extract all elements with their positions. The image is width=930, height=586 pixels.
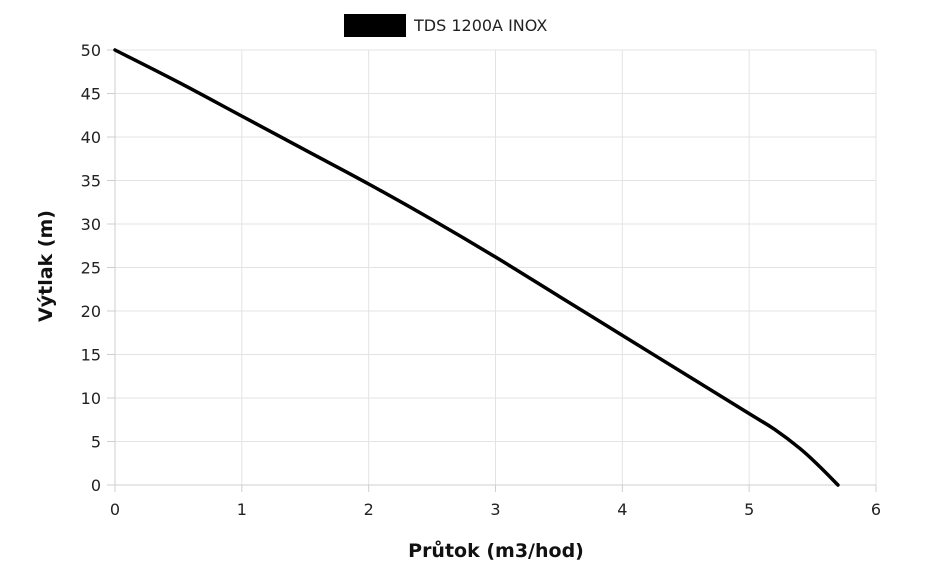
legend-swatch <box>344 14 406 37</box>
legend-label: TDS 1200A INOX <box>413 16 547 35</box>
x-tick-label: 4 <box>617 500 627 519</box>
x-tick-label: 3 <box>490 500 500 519</box>
x-tick-label: 0 <box>110 500 120 519</box>
y-axis-title: Výtlak (m) <box>35 210 57 322</box>
y-tick-label: 30 <box>81 215 101 234</box>
series-lines <box>113 48 840 487</box>
series-line <box>113 48 840 487</box>
y-tick-label: 25 <box>81 259 101 278</box>
x-tick-label: 5 <box>744 500 754 519</box>
y-tick-label: 45 <box>81 85 101 104</box>
x-tick-label: 6 <box>871 500 881 519</box>
x-axis-title: Průtok (m3/hod) <box>408 539 584 562</box>
y-tick-label: 40 <box>81 128 101 147</box>
y-tick-label: 50 <box>81 41 101 60</box>
y-tick-label: 10 <box>81 389 101 408</box>
x-tick-label: 1 <box>237 500 247 519</box>
y-tick-label: 15 <box>81 346 101 365</box>
gridlines <box>114 49 877 486</box>
legend[interactable]: TDS 1200A INOX <box>344 14 547 37</box>
y-tick-label: 5 <box>91 433 101 452</box>
y-tick-label: 35 <box>81 172 101 191</box>
x-tick-label: 2 <box>364 500 374 519</box>
axes <box>107 49 877 492</box>
y-tick-label: 0 <box>91 476 101 495</box>
y-tick-label: 20 <box>81 302 101 321</box>
